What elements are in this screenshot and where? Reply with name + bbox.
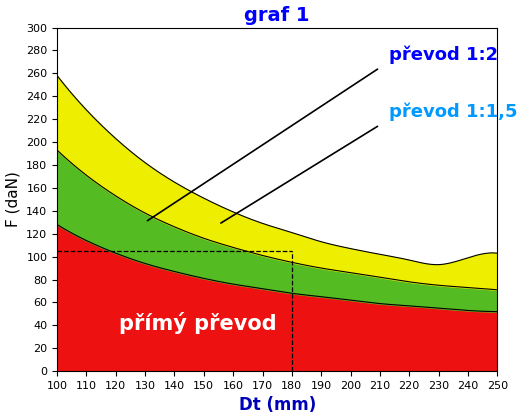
Text: převod 1:1,5: převod 1:1,5 (388, 103, 517, 121)
Text: přímý převod: přímý převod (119, 312, 277, 334)
Y-axis label: F (daN): F (daN) (5, 171, 21, 227)
X-axis label: Dt (mm): Dt (mm) (238, 396, 316, 415)
Title: graf 1: graf 1 (244, 5, 310, 24)
Text: převod 1:2: převod 1:2 (388, 46, 498, 64)
